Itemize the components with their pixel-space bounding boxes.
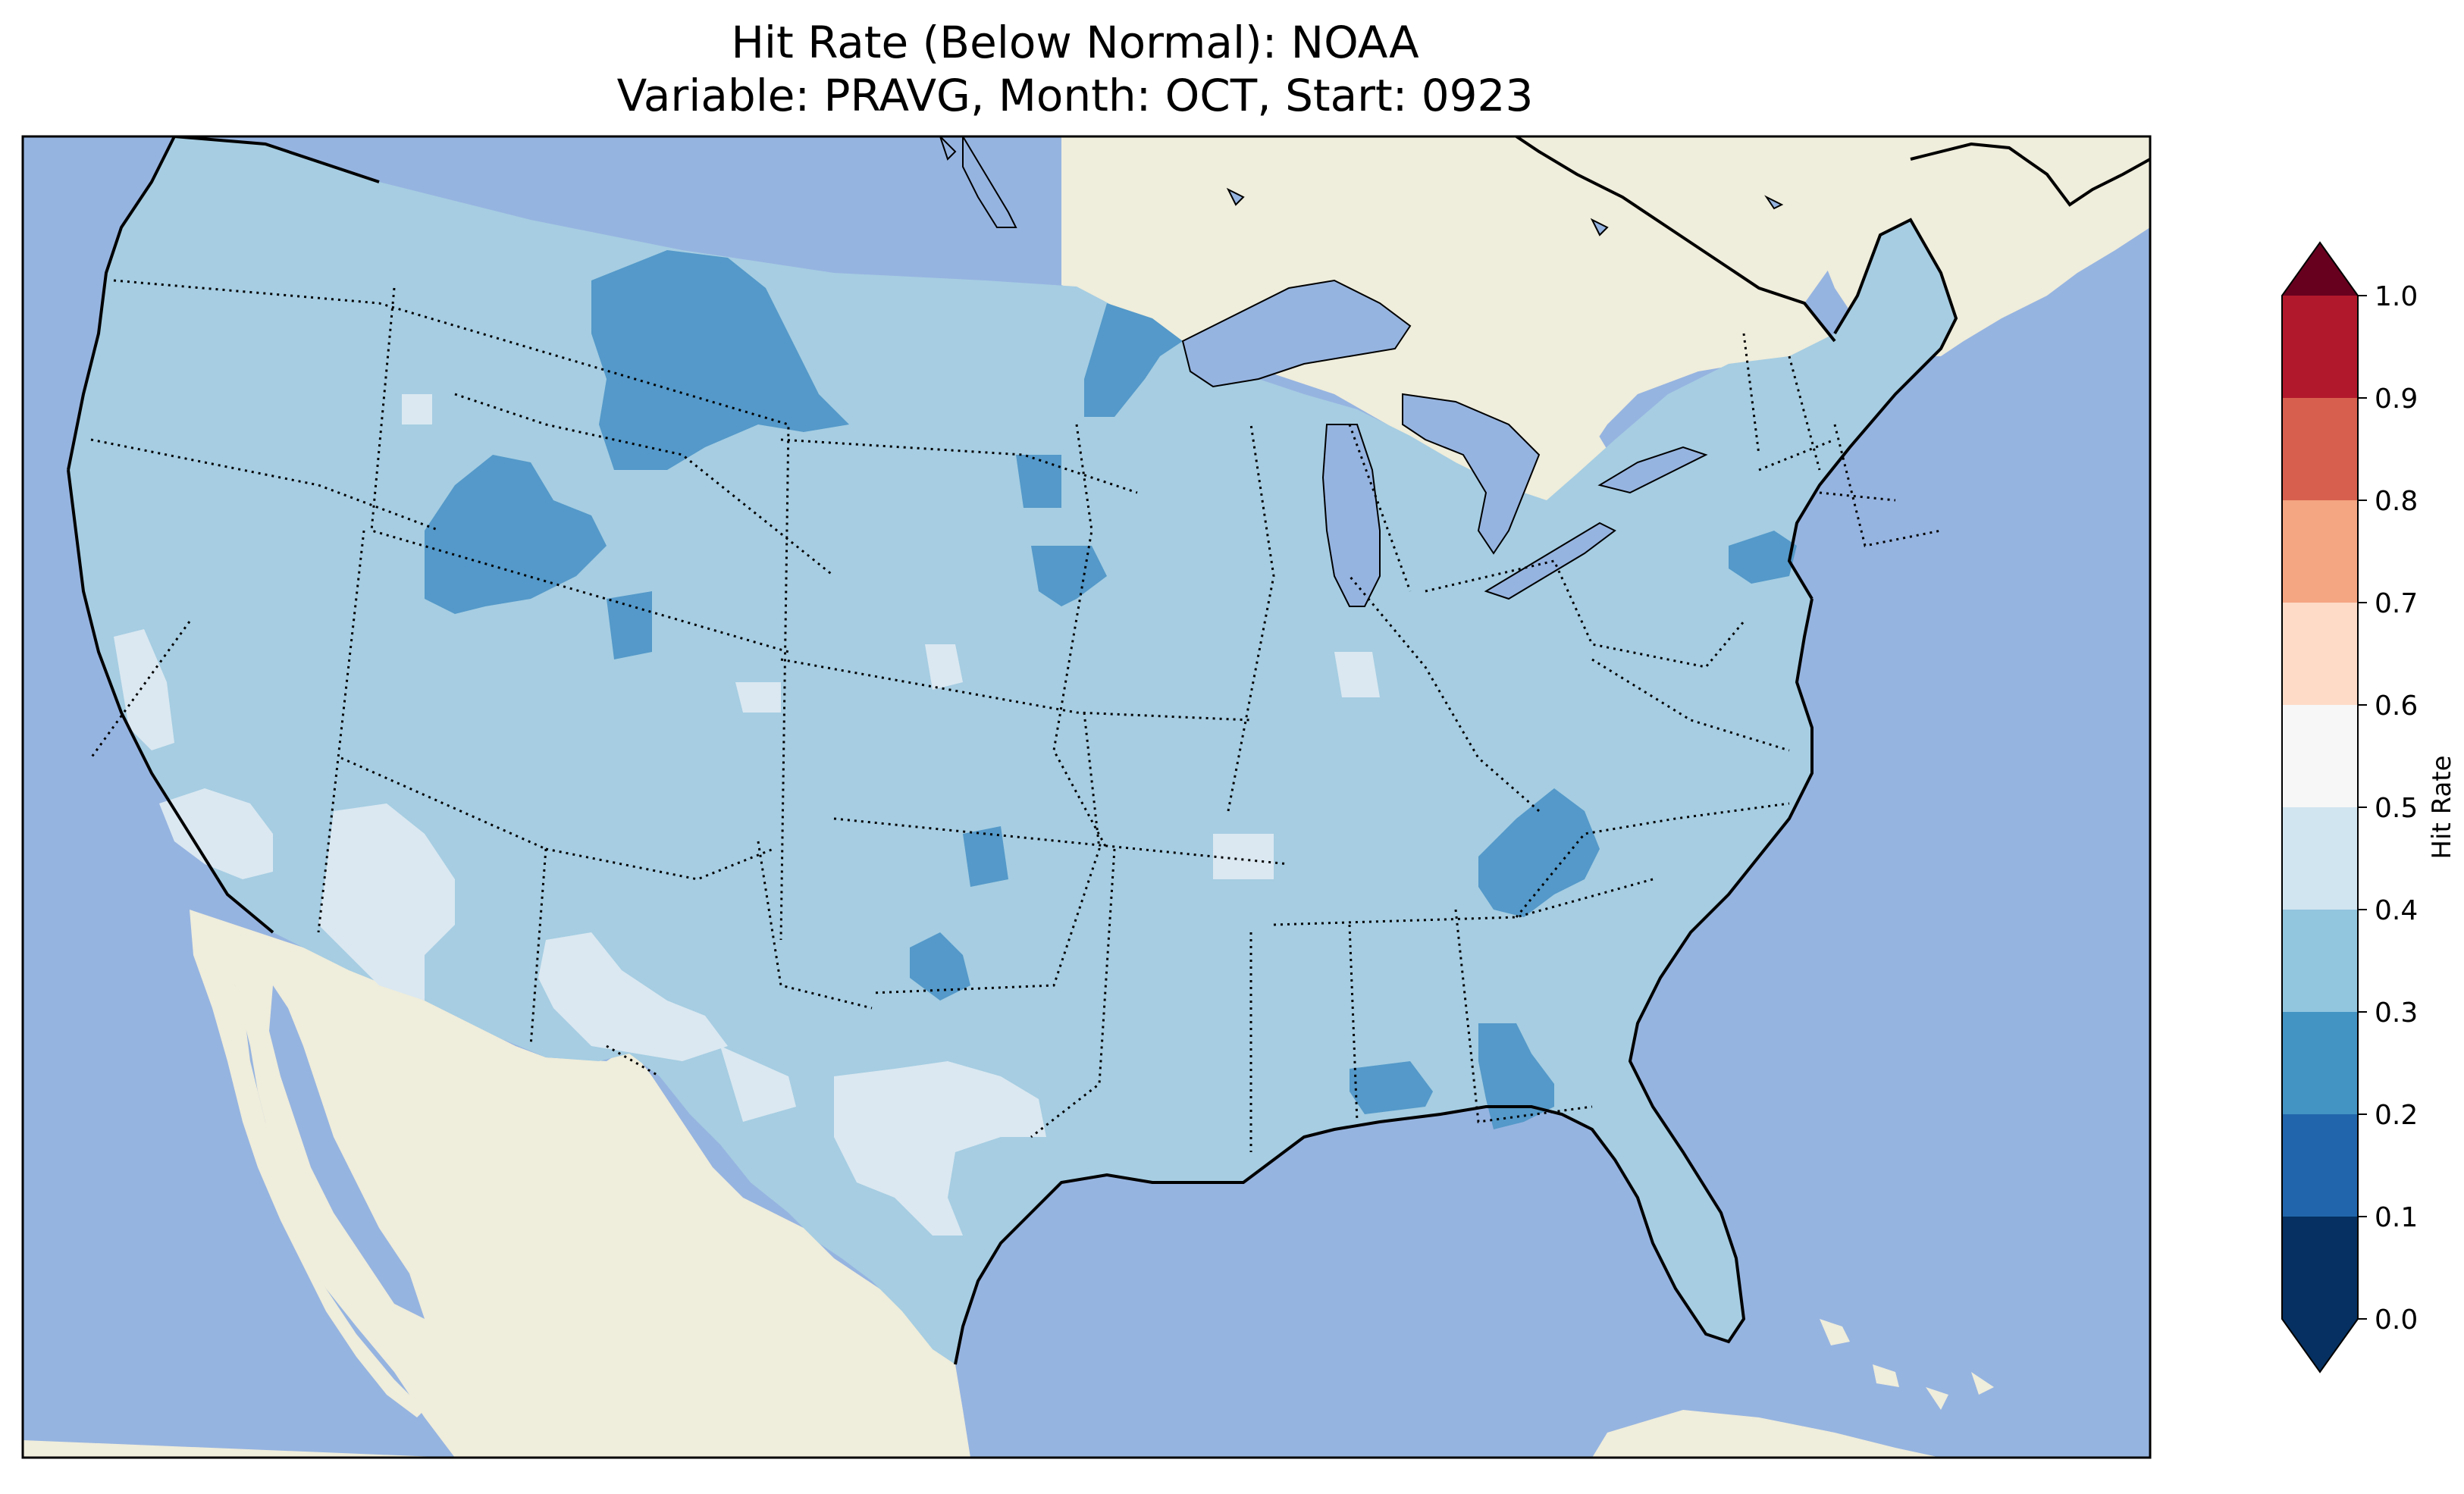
colorbar-tick-label-2: 0.2 [2375, 1100, 2418, 1131]
mexico-land [23, 910, 970, 1458]
colorbar-bin-9 [2282, 296, 2358, 398]
region-mississippi-low [1350, 1061, 1433, 1114]
cuba-land [1592, 1410, 1941, 1458]
canadian-lakes [939, 136, 1784, 236]
colorbar-bin-0 [2282, 1217, 2358, 1319]
baja-california [190, 910, 425, 1417]
lake-huron [1402, 393, 1541, 555]
chart-title-line-2: Variable: PRAVG, Month: OCT, Start: 0923 [616, 70, 1534, 121]
colorbar-tick-label-7: 0.7 [2375, 588, 2418, 619]
region-california-high [114, 629, 273, 879]
map-frame [21, 135, 2152, 1459]
colorbar-tick-label-9: 0.9 [2375, 384, 2418, 415]
lake-winnipeg [962, 136, 1017, 228]
colorbar-tick-label-4: 0.4 [2375, 895, 2418, 926]
region-new-mexico-high [538, 932, 796, 1122]
region-idaho-low [425, 455, 652, 659]
colorbar-tick-label-8: 0.8 [2375, 486, 2418, 517]
region-iowa-low [1031, 546, 1107, 606]
colorbar-tick-label-10: 1.0 [2375, 281, 2418, 312]
colorbar-bin-4 [2282, 807, 2358, 910]
region-alabama-georgia-low [1478, 1023, 1554, 1129]
region-oklahoma-texas-low [910, 826, 1008, 1001]
region-nevada-arizona-high [318, 803, 455, 1001]
chart-title-line-1: Hit Rate (Below Normal): NOAA [731, 17, 1419, 68]
colorbar-tick-label-0: 0.0 [2375, 1305, 2418, 1336]
us-coastline [67, 136, 2150, 1365]
colorbar-bin-2 [2282, 1012, 2358, 1114]
colorbar-bin-1 [2282, 1114, 2358, 1217]
colorbar-bin-8 [2282, 398, 2358, 500]
colorbar-bin-3 [2282, 910, 2358, 1012]
colorbar-extend-high [2282, 243, 2358, 296]
colorbar-label: Hit Rate [2427, 755, 2457, 859]
bahamas [1820, 1319, 1994, 1410]
colorbar-tick-label-6: 0.6 [2375, 691, 2418, 722]
colorbar-tick-label-3: 0.3 [2375, 998, 2418, 1029]
colorbar-extend-low [2282, 1319, 2358, 1372]
region-pennsylvania-low [1729, 531, 1797, 584]
state-borders [89, 279, 1942, 1152]
colorbar-bin-7 [2282, 500, 2358, 603]
lake-ontario [1597, 446, 1708, 494]
colorbar-bin-6 [2282, 603, 2358, 705]
colorbar-tick-label-5: 0.5 [2375, 793, 2418, 824]
lake-superior [1181, 279, 1412, 388]
colorbar-bin-5 [2282, 705, 2358, 807]
region-tennessee-low [1478, 788, 1600, 917]
lake-erie [1484, 521, 1616, 600]
region-montana-low [591, 250, 849, 470]
region-minnesota-low [1016, 303, 1183, 508]
gulf-of-california [269, 985, 425, 1319]
colorbar-tick-label-1: 0.1 [2375, 1202, 2418, 1233]
